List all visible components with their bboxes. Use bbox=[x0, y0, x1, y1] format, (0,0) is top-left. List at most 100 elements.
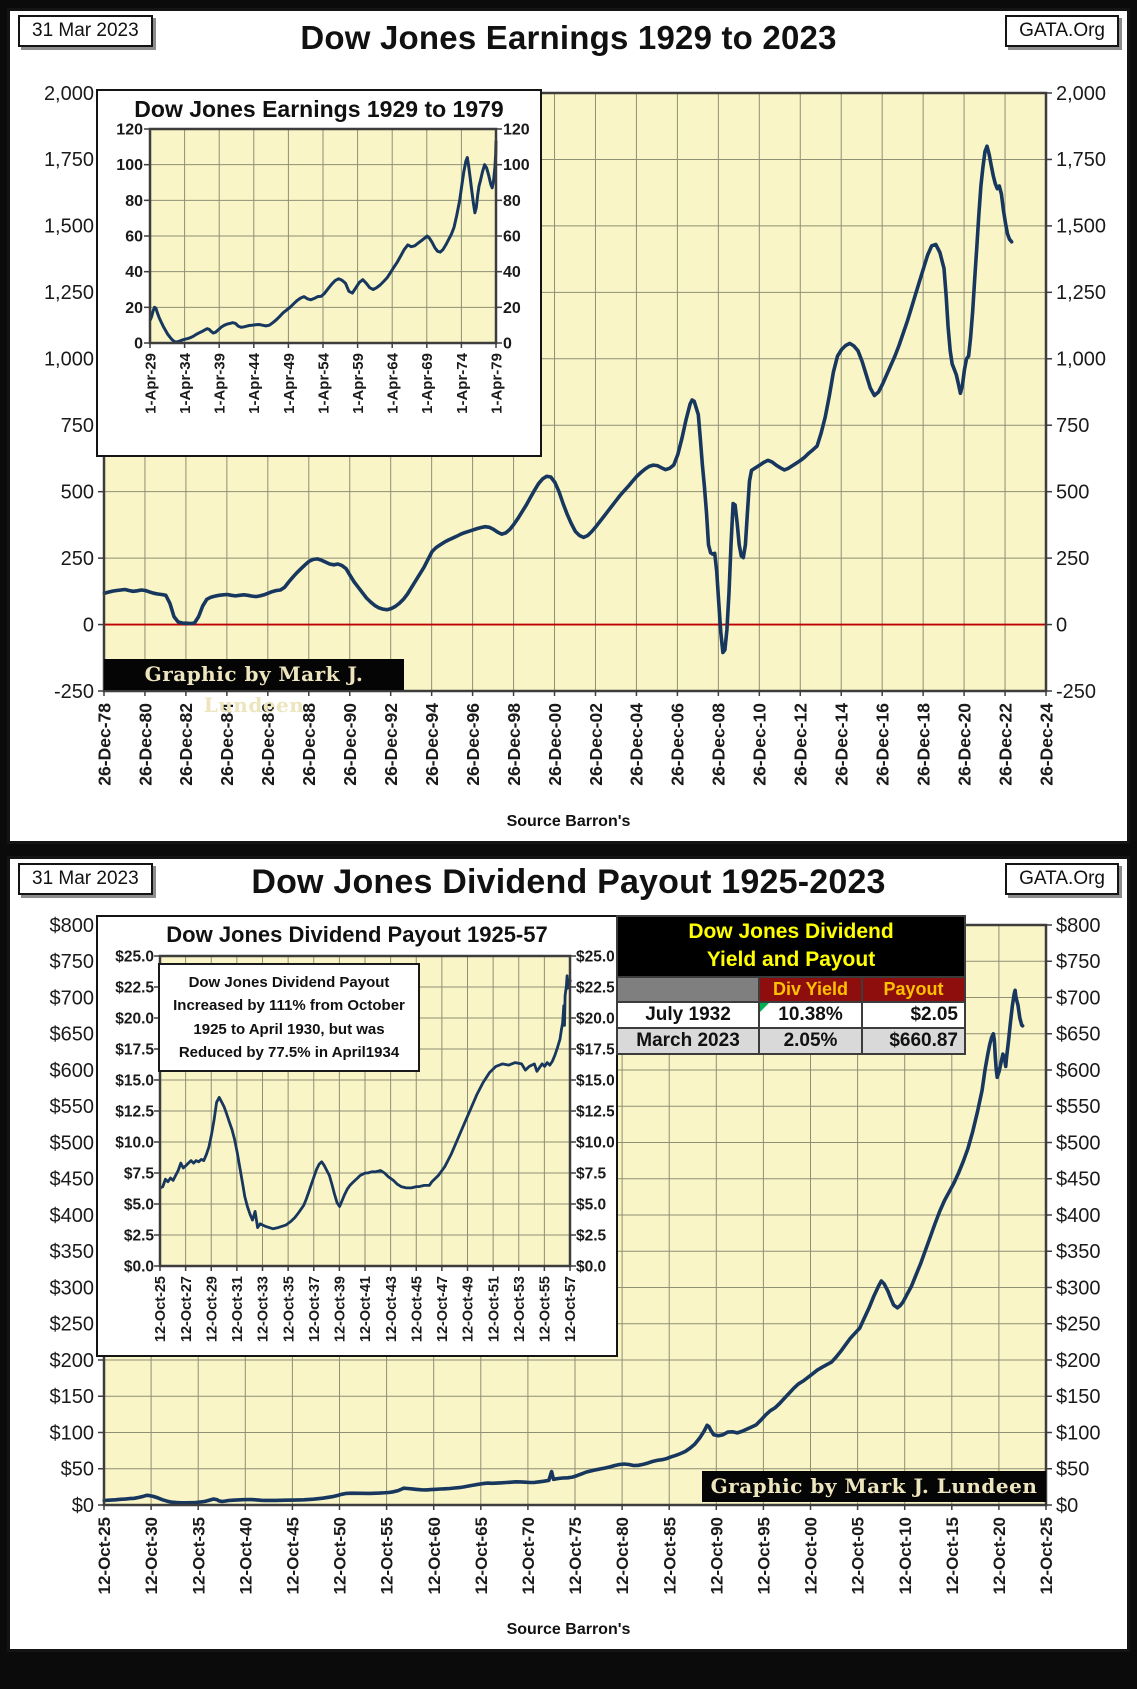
yield-payout-table: Dow Jones Dividend Yield and Payout Div … bbox=[615, 915, 966, 1055]
svg-text:$100: $100 bbox=[1056, 1422, 1101, 1444]
svg-text:$20.0: $20.0 bbox=[115, 1010, 154, 1027]
svg-text:80: 80 bbox=[125, 193, 143, 210]
svg-text:$400: $400 bbox=[50, 1205, 95, 1227]
svg-text:12-Oct-85: 12-Oct-85 bbox=[660, 1517, 679, 1594]
svg-text:-250: -250 bbox=[54, 681, 94, 703]
svg-text:12-Oct-15: 12-Oct-15 bbox=[943, 1517, 962, 1594]
svg-text:26-Dec-82: 26-Dec-82 bbox=[176, 703, 196, 786]
payout-inset-title: Dow Jones Dividend Payout 1925-57 bbox=[166, 922, 548, 947]
col-header-payout: Payout bbox=[861, 975, 966, 1003]
svg-text:12-Oct-51: 12-Oct-51 bbox=[486, 1276, 502, 1342]
svg-text:26-Dec-94: 26-Dec-94 bbox=[422, 703, 442, 786]
svg-text:26-Dec-02: 26-Dec-02 bbox=[586, 703, 606, 786]
date-badge: 31 Mar 2023 bbox=[18, 863, 153, 895]
svg-text:$22.5: $22.5 bbox=[576, 979, 614, 996]
svg-text:2,000: 2,000 bbox=[1056, 83, 1106, 105]
svg-text:1,750: 1,750 bbox=[1056, 149, 1106, 171]
div-yield-value: 10.38% bbox=[778, 1003, 843, 1025]
svg-text:26-Dec-20: 26-Dec-20 bbox=[954, 703, 974, 786]
svg-text:$200: $200 bbox=[1056, 1350, 1101, 1372]
div-yield-cell: 2.05% bbox=[758, 1026, 863, 1055]
svg-text:$550: $550 bbox=[1056, 1096, 1101, 1118]
svg-text:$550: $550 bbox=[50, 1096, 95, 1118]
svg-text:1,250: 1,250 bbox=[1056, 282, 1106, 304]
svg-text:40: 40 bbox=[125, 264, 143, 281]
credit-box: Graphic by Mark J. Lundeen bbox=[702, 1471, 1046, 1502]
svg-text:12-Oct-00: 12-Oct-00 bbox=[802, 1517, 821, 1594]
svg-text:1-Apr-39: 1-Apr-39 bbox=[212, 353, 229, 414]
svg-text:2,000: 2,000 bbox=[44, 83, 94, 105]
svg-text:12-Oct-47: 12-Oct-47 bbox=[435, 1276, 451, 1342]
table-title-line2: Yield and Payout bbox=[706, 948, 876, 972]
svg-text:26-Dec-98: 26-Dec-98 bbox=[504, 703, 524, 786]
svg-text:750: 750 bbox=[61, 415, 94, 437]
svg-text:$700: $700 bbox=[50, 987, 95, 1009]
svg-text:$10.0: $10.0 bbox=[576, 1134, 614, 1151]
svg-text:1-Apr-49: 1-Apr-49 bbox=[281, 353, 298, 414]
svg-text:$25.0: $25.0 bbox=[115, 948, 154, 965]
annotation-line: Increased by 111% from October bbox=[173, 997, 405, 1015]
svg-text:$15.0: $15.0 bbox=[115, 1072, 154, 1089]
svg-text:$400: $400 bbox=[1056, 1205, 1101, 1227]
svg-text:12-Oct-50: 12-Oct-50 bbox=[331, 1517, 350, 1594]
svg-text:$0: $0 bbox=[72, 1495, 94, 1517]
payout-header: 31 Mar 2023 Dow Jones Dividend Payout 19… bbox=[10, 859, 1127, 915]
earnings-panel: 31 Mar 2023 Dow Jones Earnings 1929 to 2… bbox=[7, 8, 1130, 844]
svg-text:$22.5: $22.5 bbox=[115, 979, 154, 996]
svg-text:$800: $800 bbox=[50, 915, 95, 937]
table-title-row: Dow Jones Dividend Yield and Payout bbox=[616, 915, 966, 978]
svg-text:$800: $800 bbox=[1056, 915, 1101, 937]
svg-text:$7.5: $7.5 bbox=[124, 1165, 155, 1182]
svg-text:$650: $650 bbox=[50, 1024, 95, 1046]
svg-text:12-Oct-30: 12-Oct-30 bbox=[142, 1517, 161, 1594]
svg-text:20: 20 bbox=[125, 300, 143, 317]
svg-text:26-Dec-96: 26-Dec-96 bbox=[463, 703, 483, 786]
svg-text:$300: $300 bbox=[1056, 1277, 1101, 1299]
svg-text:$50: $50 bbox=[61, 1459, 94, 1481]
svg-text:1-Apr-54: 1-Apr-54 bbox=[315, 352, 332, 414]
svg-text:120: 120 bbox=[503, 123, 530, 138]
div-yield-cell: 10.38% bbox=[758, 1000, 863, 1029]
svg-text:$200: $200 bbox=[50, 1350, 95, 1372]
comment-marker-icon bbox=[760, 1002, 770, 1012]
svg-text:$600: $600 bbox=[50, 1060, 95, 1082]
svg-text:-250: -250 bbox=[1056, 681, 1096, 703]
svg-text:$500: $500 bbox=[50, 1132, 95, 1154]
svg-text:26-Dec-10: 26-Dec-10 bbox=[750, 703, 770, 786]
source-label: Source Barron's bbox=[506, 1621, 631, 1638]
earnings-title: Dow Jones Earnings 1929 to 2023 bbox=[300, 19, 837, 56]
svg-text:$25.0: $25.0 bbox=[576, 948, 614, 965]
svg-text:500: 500 bbox=[61, 481, 94, 503]
svg-text:0: 0 bbox=[83, 614, 94, 636]
svg-text:12-Oct-80: 12-Oct-80 bbox=[613, 1517, 632, 1594]
svg-text:12-Oct-57: 12-Oct-57 bbox=[563, 1276, 579, 1342]
svg-text:$0.0: $0.0 bbox=[576, 1258, 606, 1275]
svg-text:0: 0 bbox=[503, 335, 512, 352]
svg-text:$600: $600 bbox=[1056, 1060, 1101, 1082]
svg-text:1-Apr-74: 1-Apr-74 bbox=[454, 352, 471, 414]
svg-text:$500: $500 bbox=[1056, 1132, 1101, 1154]
svg-text:26-Dec-80: 26-Dec-80 bbox=[135, 703, 155, 786]
annotation-line: Reduced by 77.5% in April1934 bbox=[178, 1043, 400, 1061]
date-badge: 31 Mar 2023 bbox=[18, 15, 153, 47]
svg-text:1,000: 1,000 bbox=[1056, 349, 1106, 371]
svg-text:26-Dec-90: 26-Dec-90 bbox=[340, 703, 360, 786]
svg-text:$50: $50 bbox=[1056, 1459, 1089, 1481]
svg-text:$0.0: $0.0 bbox=[124, 1258, 154, 1275]
svg-text:12-Oct-45: 12-Oct-45 bbox=[284, 1517, 303, 1594]
svg-text:$7.5: $7.5 bbox=[576, 1165, 607, 1182]
svg-text:12-Oct-25: 12-Oct-25 bbox=[153, 1276, 169, 1342]
svg-text:$15.0: $15.0 bbox=[576, 1072, 614, 1089]
svg-text:12-Oct-60: 12-Oct-60 bbox=[425, 1517, 444, 1594]
svg-text:12-Oct-53: 12-Oct-53 bbox=[512, 1276, 528, 1342]
svg-text:$0: $0 bbox=[1056, 1495, 1078, 1517]
svg-text:12-Oct-31: 12-Oct-31 bbox=[230, 1276, 246, 1342]
svg-text:$750: $750 bbox=[1056, 951, 1101, 973]
table-header-row: Div Yield Payout bbox=[615, 975, 966, 1003]
svg-text:12-Oct-43: 12-Oct-43 bbox=[384, 1276, 400, 1342]
svg-text:26-Dec-84: 26-Dec-84 bbox=[217, 703, 237, 786]
svg-text:1,500: 1,500 bbox=[1056, 216, 1106, 238]
period-cell: July 1932 bbox=[615, 1000, 761, 1029]
svg-text:$700: $700 bbox=[1056, 987, 1101, 1009]
annotation-line: 1925 to April 1930, but was bbox=[193, 1020, 385, 1038]
